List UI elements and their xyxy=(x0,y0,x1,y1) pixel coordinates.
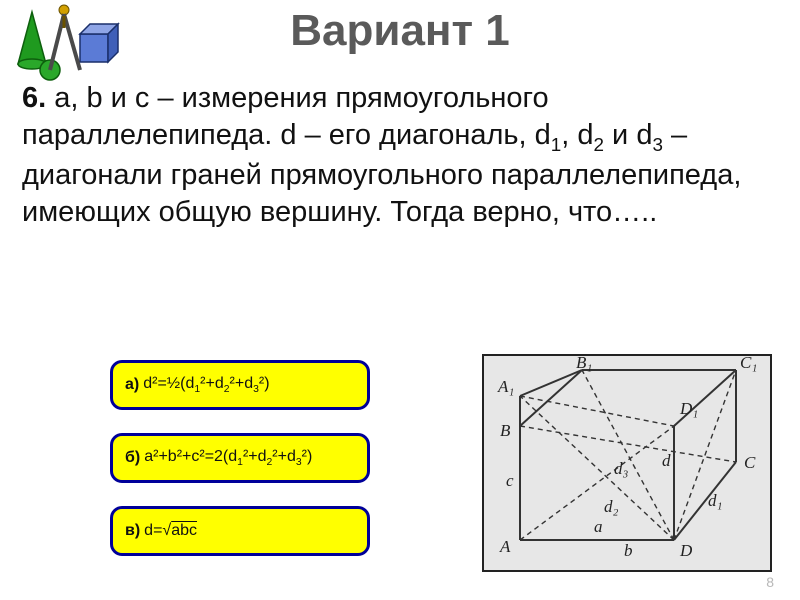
answer-formula: d²=½(d1²+d2²+d3²) xyxy=(143,375,269,395)
page-number: 8 xyxy=(766,574,774,590)
svg-text:B₁: B₁ xyxy=(576,356,592,372)
answer-formula: d=√abc xyxy=(144,522,197,540)
answer-label: в) xyxy=(125,522,140,540)
svg-text:d: d xyxy=(662,451,671,470)
svg-text:c: c xyxy=(506,471,514,490)
answer-option-c[interactable]: в) d=√abc xyxy=(110,506,370,556)
answer-list: а) d²=½(d1²+d2²+d3²) б) a²+b²+c²=2(d1²+d… xyxy=(110,360,370,556)
page-title: Вариант 1 xyxy=(0,6,800,56)
svg-text:d₁: d₁ xyxy=(708,491,722,510)
svg-text:B: B xyxy=(500,421,511,440)
question-body: a, b и c – измерения прямоугольного пара… xyxy=(22,82,741,228)
svg-text:A₁: A₁ xyxy=(497,377,514,396)
svg-text:C: C xyxy=(744,453,756,472)
answer-label: б) xyxy=(125,449,140,467)
svg-text:D: D xyxy=(679,541,693,560)
answer-label: а) xyxy=(125,376,139,394)
cuboid-diagram: A B C D A₁ B₁ C₁ D₁ a b c d d₁ d₂ d₃ xyxy=(482,354,772,572)
svg-text:b: b xyxy=(624,541,633,560)
svg-text:D₁: D₁ xyxy=(679,399,698,418)
answer-option-b[interactable]: б) a²+b²+c²=2(d1²+d2²+d3²) xyxy=(110,433,370,483)
question-text: 6. a, b и c – измерения прямоугольного п… xyxy=(22,80,788,231)
question-number: 6. xyxy=(22,82,46,114)
svg-text:C₁: C₁ xyxy=(740,356,757,372)
answer-option-a[interactable]: а) d²=½(d1²+d2²+d3²) xyxy=(110,360,370,410)
svg-text:d₃: d₃ xyxy=(614,459,629,478)
svg-text:A: A xyxy=(499,537,511,556)
svg-text:a: a xyxy=(594,517,603,536)
svg-text:d₂: d₂ xyxy=(604,497,619,516)
answer-formula: a²+b²+c²=2(d1²+d2²+d3²) xyxy=(144,448,312,468)
